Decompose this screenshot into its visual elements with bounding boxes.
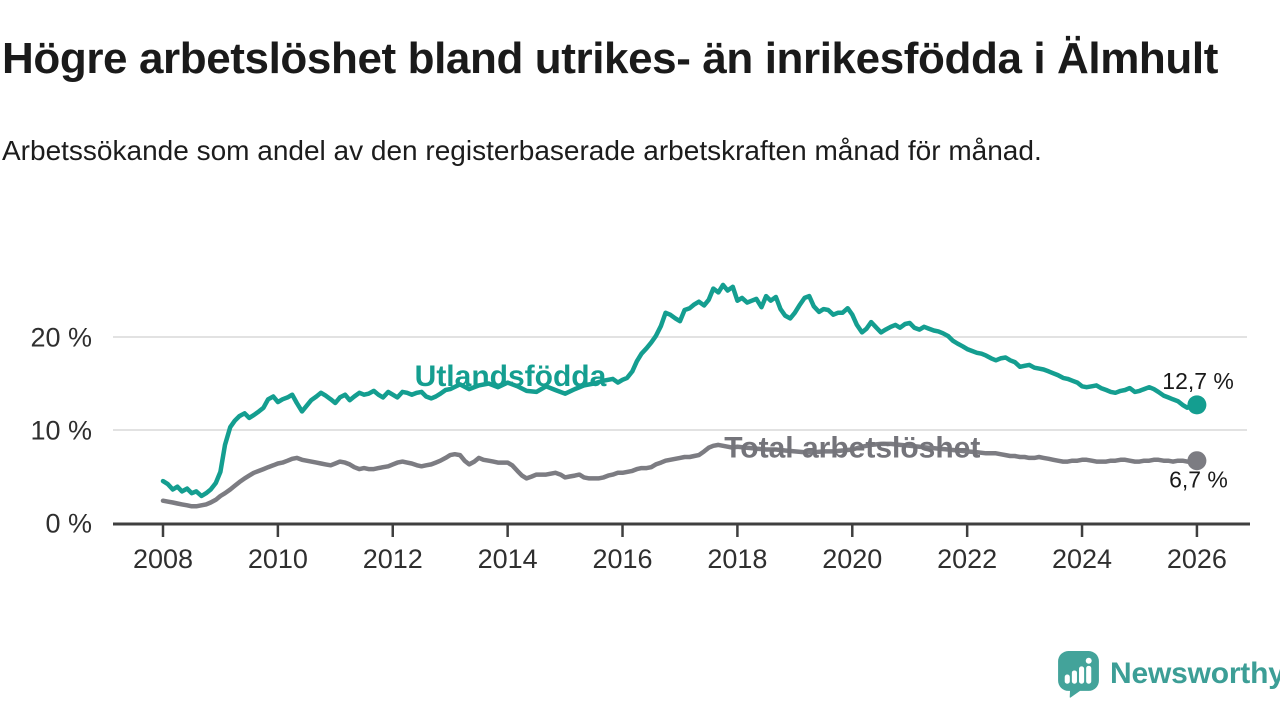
end-value-label-utlandsfodda: 12,7 % [1162,368,1234,394]
series-end-dot-utlandsfodda [1187,395,1207,415]
x-axis-label-2024: 2024 [1052,544,1112,574]
series-line-utlandsfodda [160,282,1200,499]
speech-bubble-shape [1058,651,1099,698]
y-axis-label-0: 0 % [45,509,92,539]
newsworthy-logo-text: Newsworthy [1110,656,1280,690]
y-axis-label-20: 20 % [30,323,92,353]
logo-bar-1 [1064,674,1070,684]
x-axis-label-2008: 2008 [133,544,193,574]
x-axis-label-2020: 2020 [822,544,882,574]
x-axis-label-2014: 2014 [478,544,538,574]
x-axis-label-2018: 2018 [707,544,767,574]
end-value-label-total-arbetsloshet: 6,7 % [1169,467,1228,493]
logo-bar-3 [1079,666,1085,684]
x-axis-label-2010: 2010 [248,544,308,574]
x-axis-label-2022: 2022 [937,544,997,574]
logo-exclamation-dot [1085,657,1092,664]
series-end-dot-total-arbetsloshet [1187,451,1207,471]
series-label-utlandsfodda: Utlandsfödda [415,360,607,393]
x-axis-label-2026: 2026 [1167,544,1227,574]
y-axis-label-10: 10 % [30,416,92,446]
chart-subtitle: Arbetssökande som andel av den registerb… [2,135,1042,166]
x-axis-label-2012: 2012 [363,544,423,574]
x-axis-label-2016: 2016 [592,544,652,574]
series-label-total-arbetsloshet: Total arbetslöshet [724,432,980,465]
series-line-total-arbetsloshet [160,441,1200,509]
newsworthy-branding: Newsworthy [1056,649,1280,698]
page-title: Högre arbetslöshet bland utrikes- än inr… [2,34,1218,83]
logo-bar-2 [1071,670,1077,684]
logo-exclamation-bar [1086,665,1092,684]
bar-chart-speech-bubble-icon [1058,651,1099,698]
